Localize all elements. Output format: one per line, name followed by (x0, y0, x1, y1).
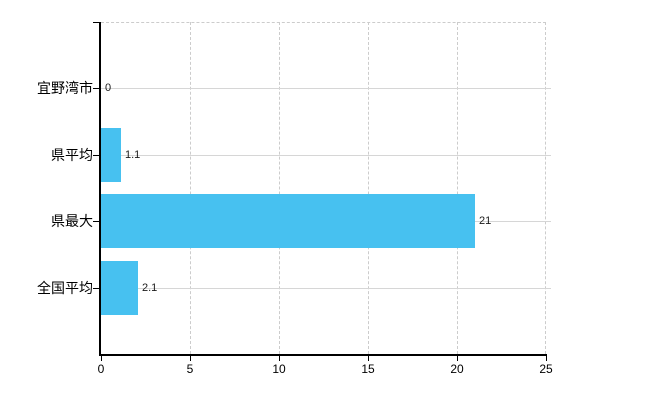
x-tick-label: 20 (450, 362, 464, 376)
y-tick-mark (93, 221, 99, 222)
y-gridline (101, 288, 551, 289)
y-tick-mark (93, 288, 99, 289)
bar (101, 194, 475, 248)
x-tick-label: 0 (97, 362, 105, 376)
x-tick-mark (190, 356, 191, 361)
y-axis-line (99, 22, 101, 356)
x-axis-line (99, 354, 547, 356)
x-tick-mark (368, 356, 369, 361)
x-gridline (190, 22, 191, 354)
bar-value-label: 2.1 (142, 282, 158, 294)
x-gridline (368, 22, 369, 354)
x-tick-mark (101, 356, 102, 361)
category-label: 県平均 (51, 147, 93, 163)
bar-value-label: 0 (105, 82, 112, 94)
category-label: 全国平均 (37, 280, 93, 296)
y-gridline (101, 155, 551, 156)
y-tick-mark (93, 155, 99, 156)
bar-value-label: 1.1 (125, 149, 141, 161)
x-tick-label: 5 (186, 362, 194, 376)
x-tick-label: 10 (272, 362, 286, 376)
x-gridline (457, 22, 458, 354)
x-tick-label: 15 (361, 362, 375, 376)
category-label: 県最大 (51, 213, 93, 229)
bar-value-label: 21 (479, 215, 492, 227)
x-tick-mark (279, 356, 280, 361)
y-tick-mark (93, 88, 99, 89)
bar (101, 261, 138, 315)
bar (101, 128, 121, 182)
x-gridline (279, 22, 280, 354)
category-label: 宜野湾市 (37, 80, 93, 96)
y-tick-mark (93, 22, 99, 23)
x-tick-label: 25 (539, 362, 553, 376)
x-tick-mark (546, 356, 547, 361)
y-gridline (101, 88, 551, 89)
x-tick-mark (457, 356, 458, 361)
plot-border (101, 22, 546, 354)
